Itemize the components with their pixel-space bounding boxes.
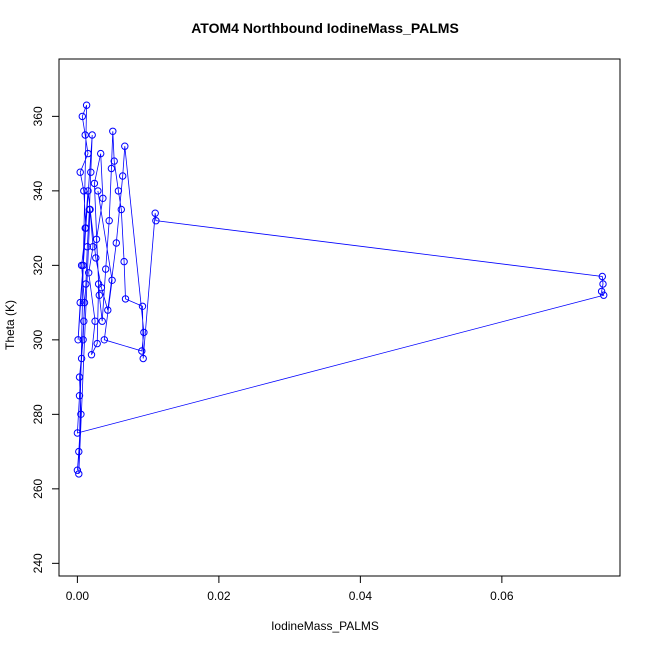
data-point (77, 410, 85, 418)
data-point (79, 336, 87, 344)
data-point (138, 347, 146, 355)
data-point (80, 298, 89, 307)
data-point (79, 261, 87, 270)
data-point (83, 243, 92, 251)
y-tick-label: 280 (31, 404, 45, 424)
data-point (89, 243, 97, 251)
data-point (81, 224, 89, 232)
data-point (100, 336, 109, 344)
data-point (139, 354, 147, 363)
data-point (109, 127, 117, 136)
data-point (90, 179, 99, 188)
x-axis: 0.00 0.02 0.04 0.06 (66, 575, 514, 603)
data-point (120, 257, 128, 266)
data-point (140, 328, 148, 337)
data-point (93, 339, 101, 348)
data-point (85, 269, 93, 277)
data-point (74, 336, 82, 344)
data-point (91, 317, 99, 325)
data-point (117, 205, 126, 214)
data-point (82, 280, 90, 288)
data-point (99, 194, 107, 203)
y-axis: 240 260 280 300 320 340 360 (31, 106, 60, 573)
data-point (104, 306, 112, 314)
y-tick-label: 260 (31, 479, 45, 499)
data-point (119, 172, 127, 180)
x-tick-label: 0.00 (66, 589, 90, 603)
x-tick-label: 0.06 (490, 589, 514, 603)
data-point (152, 217, 160, 225)
data-point (75, 447, 83, 456)
data-point (80, 317, 88, 325)
data-point (97, 149, 105, 158)
y-tick-label: 300 (31, 330, 45, 350)
data-point (81, 131, 89, 139)
data-point (138, 302, 147, 310)
data-point (105, 217, 113, 225)
data-point (75, 373, 84, 381)
data-point (85, 205, 94, 214)
data-point (110, 157, 118, 165)
data-point (102, 265, 110, 273)
data-point (98, 317, 106, 325)
data-point (92, 235, 101, 244)
chart-title: ATOM4 Northbound IodineMass_PALMS (191, 20, 459, 36)
data-point (97, 284, 106, 292)
data-point (598, 272, 606, 281)
data-point (75, 392, 84, 400)
data-point (75, 470, 83, 478)
data-point (151, 209, 159, 217)
data-point (80, 187, 88, 195)
data-point (599, 280, 607, 288)
data-point (94, 187, 102, 195)
data-point (95, 291, 104, 299)
y-tick-label: 340 (31, 181, 45, 201)
data-point (77, 354, 86, 363)
x-tick-label: 0.04 (349, 589, 373, 603)
data-point (597, 287, 606, 296)
data-point (600, 291, 608, 299)
data-point (78, 112, 87, 121)
plot-area-frame (58, 58, 621, 577)
data-point (121, 142, 129, 150)
data-point (107, 164, 116, 173)
series-lines (76, 105, 605, 474)
x-tick-label: 0.02 (207, 589, 231, 603)
data-point (87, 168, 95, 176)
data-point (108, 276, 116, 284)
data-point (76, 168, 84, 176)
data-point (112, 239, 121, 247)
data-point (88, 131, 96, 139)
data-point (114, 187, 123, 195)
y-tick-label: 320 (31, 255, 45, 275)
data-point (84, 187, 92, 195)
data-point (92, 254, 100, 262)
data-point (121, 295, 130, 303)
data-point (87, 351, 96, 359)
data-point (84, 149, 92, 158)
series-line (76, 105, 605, 474)
y-tick-label: 240 (31, 553, 45, 573)
y-tick-label: 360 (31, 106, 45, 126)
data-point (76, 298, 84, 307)
data-point (73, 429, 82, 437)
data-point (73, 466, 82, 474)
x-axis-label: IodineMass_PALMS (271, 619, 379, 633)
series-points (73, 101, 608, 478)
data-point (82, 101, 91, 109)
